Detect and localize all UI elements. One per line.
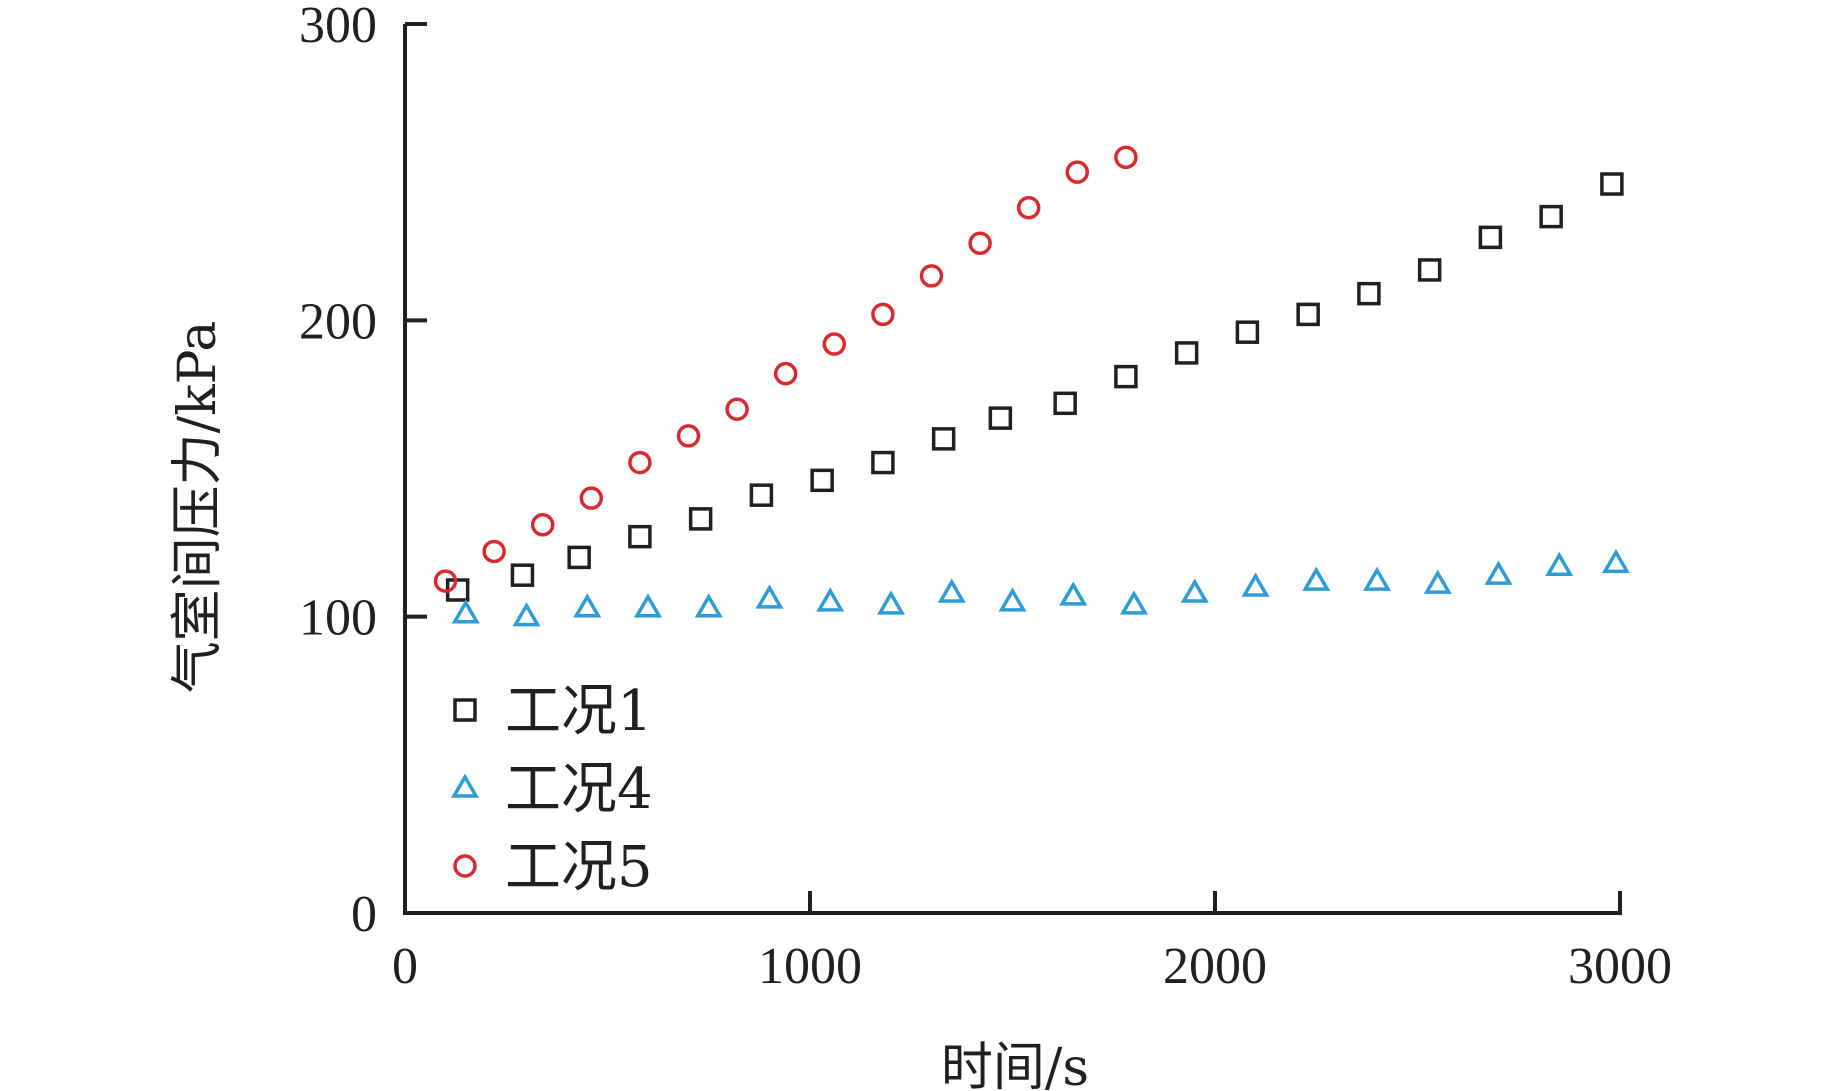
data-point bbox=[1053, 391, 1077, 416]
data-point bbox=[931, 427, 956, 451]
x-tick-label: 0 bbox=[392, 938, 418, 995]
data-point bbox=[688, 507, 713, 531]
data-point bbox=[810, 468, 834, 493]
data-point bbox=[510, 563, 535, 587]
legend-marker bbox=[450, 773, 480, 798]
y-tick-label: 300 bbox=[299, 0, 377, 54]
data-point bbox=[749, 483, 774, 507]
data-point bbox=[755, 584, 784, 609]
legend-label: 工况4 bbox=[505, 757, 653, 822]
data-point bbox=[1601, 548, 1630, 574]
data-point bbox=[1180, 578, 1209, 603]
data-point bbox=[482, 539, 506, 564]
data-point bbox=[579, 486, 604, 510]
legend-marker bbox=[453, 698, 477, 722]
data-point bbox=[676, 424, 701, 448]
data-point bbox=[773, 361, 798, 386]
data-point bbox=[1545, 551, 1574, 577]
data-point bbox=[1478, 225, 1503, 250]
y-tick-label: 200 bbox=[299, 293, 377, 350]
data-point bbox=[1235, 320, 1260, 344]
y-tick-label: 100 bbox=[299, 590, 377, 647]
legend-item-2: 工况4 bbox=[450, 757, 653, 822]
legend-item-3: 工况5 bbox=[453, 835, 653, 900]
data-point bbox=[451, 599, 480, 624]
data-point bbox=[694, 593, 723, 618]
data-point bbox=[998, 587, 1027, 612]
legend: 工况1 工况4 工况5 bbox=[450, 679, 653, 900]
data-point bbox=[512, 602, 541, 627]
data-point bbox=[1357, 281, 1381, 306]
data-point bbox=[1059, 581, 1088, 606]
data-point bbox=[876, 590, 906, 615]
x-tick-label: 2000 bbox=[1163, 938, 1267, 995]
legend-label: 工况1 bbox=[505, 679, 653, 744]
data-point bbox=[433, 569, 458, 593]
data-point bbox=[1417, 258, 1442, 282]
data-point bbox=[1423, 569, 1452, 594]
data-point bbox=[871, 302, 895, 327]
data-point bbox=[1114, 364, 1138, 389]
data-point bbox=[919, 264, 944, 288]
data-point bbox=[725, 397, 749, 421]
axes bbox=[403, 24, 1622, 915]
data-point bbox=[968, 231, 992, 256]
x-tick-label: 3000 bbox=[1568, 938, 1672, 995]
y-tick-label: 0 bbox=[351, 886, 377, 943]
plot-area bbox=[433, 145, 1630, 627]
series-1 bbox=[445, 172, 1624, 602]
legend-marker bbox=[453, 854, 477, 878]
data-point bbox=[988, 406, 1013, 430]
data-point bbox=[1119, 590, 1149, 615]
data-point bbox=[1302, 566, 1331, 591]
data-point bbox=[633, 593, 663, 618]
y-axis-title: 气室间压力/kPa bbox=[168, 321, 228, 694]
data-point bbox=[1484, 560, 1513, 585]
data-point bbox=[1174, 341, 1199, 365]
data-point bbox=[1241, 572, 1270, 597]
data-point bbox=[1114, 145, 1138, 170]
data-point bbox=[1296, 302, 1320, 327]
data-point bbox=[816, 587, 845, 612]
data-point bbox=[628, 524, 652, 549]
data-point bbox=[1362, 566, 1392, 591]
legend-item-1: 工况1 bbox=[453, 679, 653, 744]
data-point bbox=[567, 545, 591, 570]
data-point bbox=[1016, 195, 1041, 220]
data-point bbox=[1539, 204, 1563, 229]
data-point bbox=[573, 593, 602, 618]
data-point bbox=[1065, 160, 1090, 184]
data-point bbox=[937, 578, 966, 603]
series-3 bbox=[433, 145, 1138, 593]
legend-label: 工况5 bbox=[505, 835, 653, 900]
data-point bbox=[530, 513, 555, 537]
x-axis-title: 时间/s bbox=[941, 1038, 1089, 1091]
data-point bbox=[871, 450, 895, 475]
x-tick-label: 1000 bbox=[758, 938, 862, 995]
data-point bbox=[628, 450, 652, 475]
series-2 bbox=[451, 548, 1630, 627]
data-point bbox=[1600, 172, 1624, 196]
data-point bbox=[822, 332, 847, 356]
